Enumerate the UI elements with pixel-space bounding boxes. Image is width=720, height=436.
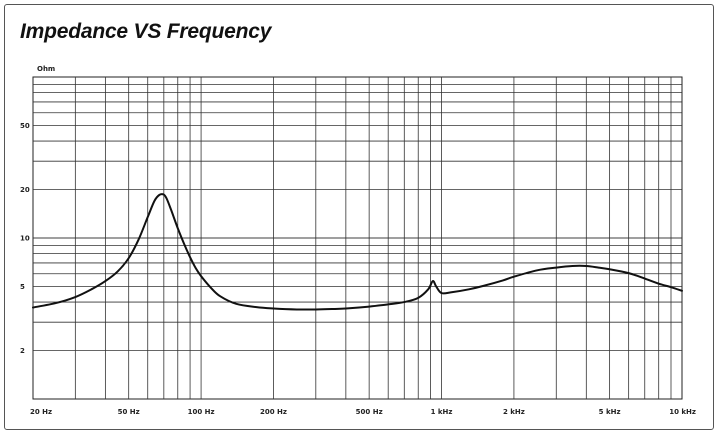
y-tick-label: 5 [20,283,25,291]
x-tick-label: 20 Hz [30,408,52,416]
y-tick-label: 10 [20,235,30,243]
x-tick-label: 200 Hz [260,408,287,416]
x-tick-labels: 20 Hz 50 Hz 100 Hz 200 Hz 500 Hz 1 kHz 2 kHz 5 … [30,408,696,416]
y-axis-unit-label: Ohm [37,65,55,73]
x-tick-label: 5 kHz [599,408,621,416]
y-tick-label: 20 [20,186,30,194]
y-tick-labels: 50 20 10 5 2 [20,122,30,355]
series-line-impedance [32,193,683,311]
x-tick-label: 1 kHz [431,408,453,416]
x-tick-label: 2 kHz [503,408,525,416]
x-tick-label: 100 Hz [188,408,215,416]
x-tick-label: 10 kHz [669,408,696,416]
grid-lines [33,77,682,399]
y-tick-label: 2 [20,347,25,355]
x-tick-label: 50 Hz [118,408,140,416]
x-tick-label: 500 Hz [356,408,383,416]
y-tick-label: 50 [20,122,30,130]
chart-title: Impedance VS Frequency [20,20,272,43]
